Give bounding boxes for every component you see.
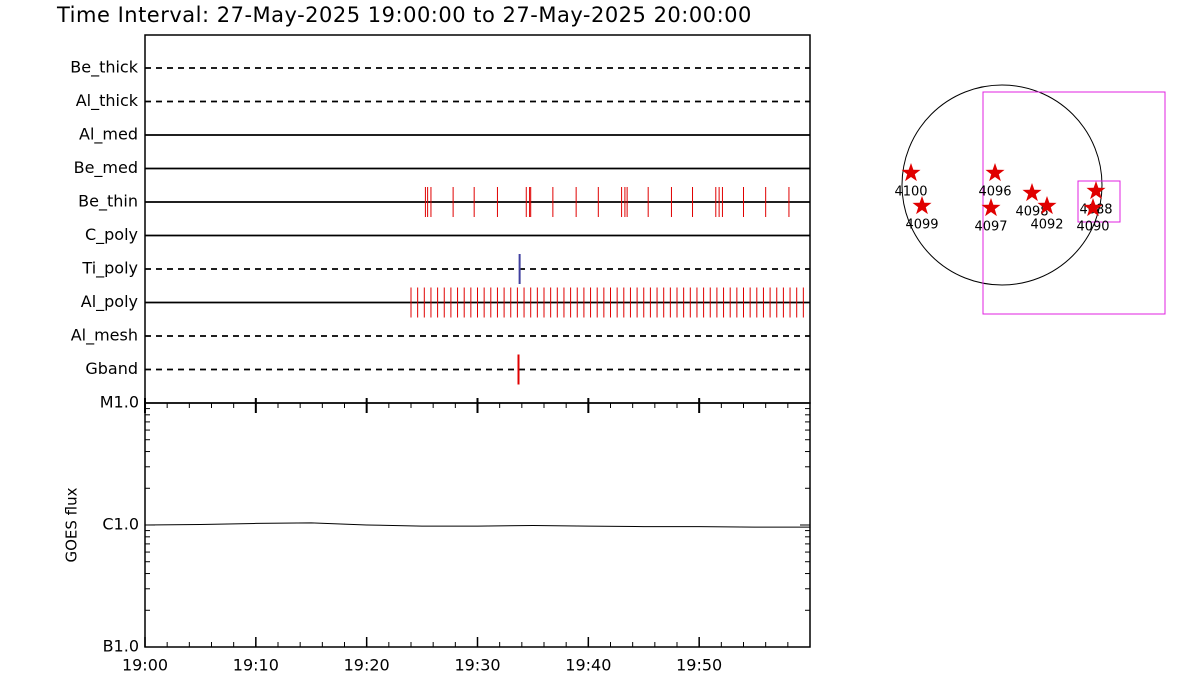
active-region-star <box>981 198 1001 217</box>
fov-box <box>1077 180 1121 223</box>
active-region-label: 4097 <box>974 220 1007 235</box>
x-tick-label: 19:30 <box>454 656 500 675</box>
row-label: Be_med <box>74 158 138 178</box>
y-tick-label: M1.0 <box>100 393 139 412</box>
x-tick-label: 19:10 <box>233 656 279 675</box>
row-label: Be_thin <box>78 192 138 212</box>
y-tick-label: C1.0 <box>102 515 139 534</box>
active-region-star <box>1086 181 1106 200</box>
active-region-star <box>1083 198 1103 217</box>
goes-line <box>144 522 810 528</box>
active-region-star <box>985 163 1005 182</box>
row-label: Al_med <box>79 125 138 145</box>
active-region-label: 4092 <box>1030 218 1063 233</box>
x-tick-label: 19:00 <box>122 656 168 675</box>
row-label: Gband <box>85 359 138 378</box>
row-label: Al_mesh <box>71 326 138 346</box>
fov-box <box>982 91 1166 315</box>
solar-disk <box>901 84 1103 286</box>
active-region-star <box>1037 196 1057 215</box>
row-label: Ti_poly <box>81 259 138 279</box>
row-label: Be_thick <box>70 58 138 78</box>
y-axis-label: GOES flux <box>63 487 81 562</box>
x-tick-label: 19:50 <box>676 656 722 675</box>
active-region-star <box>901 163 921 182</box>
active-region-star <box>912 196 932 215</box>
active-region-label: 4090 <box>1076 220 1109 235</box>
active-region-star <box>1022 183 1042 202</box>
row-label: Al_thick <box>76 91 139 111</box>
timeline-frame <box>144 34 811 404</box>
x-tick-label: 19:40 <box>565 656 611 675</box>
row-label: Al_poly <box>81 292 138 312</box>
active-region-label: 4098 <box>1015 205 1048 220</box>
x-tick-label: 19:20 <box>344 656 390 675</box>
row-label: C_poly <box>85 225 138 245</box>
active-region-label: 4099 <box>905 218 938 233</box>
active-region-label: 4100 <box>894 185 927 200</box>
y-tick-label: B1.0 <box>103 637 139 656</box>
goes-frame <box>144 402 811 648</box>
chart-title: Time Interval: 27-May-2025 19:00:00 to 2… <box>56 3 752 27</box>
active-region-label: 4096 <box>978 185 1011 200</box>
